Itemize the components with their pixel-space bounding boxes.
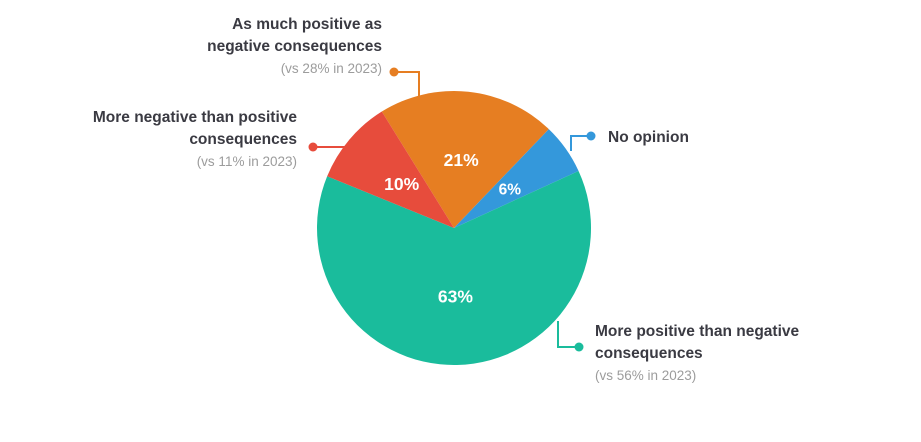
pct-label-more-negative-than-positive: 10% (384, 174, 419, 194)
callout-more-positive-than-negative: More positive than negative consequences… (595, 321, 799, 386)
pie-slice-no-opinion (454, 129, 579, 228)
callout-title-line: consequences (595, 345, 703, 362)
callout-connector-as-much-positive-as-negative (395, 71, 420, 97)
pct-label-as-much-positive-as-negative: 21% (444, 150, 479, 170)
callout-title-line: More positive than negative (595, 323, 800, 340)
callout-no-opinion: No opinion (608, 127, 689, 149)
callout-title-line: More negative than positive (92, 109, 297, 126)
pie-slice-more-positive-than-negative (317, 170, 592, 366)
callout-connector-more-positive-than-negative (557, 321, 577, 348)
callout-note: (vs 11% in 2023) (196, 154, 297, 169)
callout-connector-no-opinion (570, 135, 589, 151)
callout-dot-more-positive-than-negative (574, 342, 584, 352)
callout-note: (vs 56% in 2023) (595, 368, 697, 383)
pct-label-more-positive-than-negative: 63% (438, 287, 473, 307)
callout-more-negative-than-positive: More negative than positive consequences… (93, 107, 297, 172)
callout-title-line: As much positive as (232, 16, 382, 33)
pct-label-no-opinion: 6% (499, 181, 522, 198)
callout-dot-more-negative-than-positive (308, 142, 318, 152)
callout-title-line: consequences (189, 131, 297, 148)
callout-dot-no-opinion (586, 131, 596, 141)
pie-slice-more-negative-than-positive (327, 111, 454, 228)
callout-title-line: negative consequences (207, 38, 382, 55)
callout-note: (vs 28% in 2023) (280, 61, 382, 76)
callout-title-line: No opinion (608, 129, 689, 146)
callout-as-much-positive-as-negative: As much positive as negative consequence… (207, 14, 382, 79)
pie-slice-as-much-positive-as-negative (381, 91, 549, 228)
callout-dot-as-much-positive-as-negative (389, 67, 399, 77)
